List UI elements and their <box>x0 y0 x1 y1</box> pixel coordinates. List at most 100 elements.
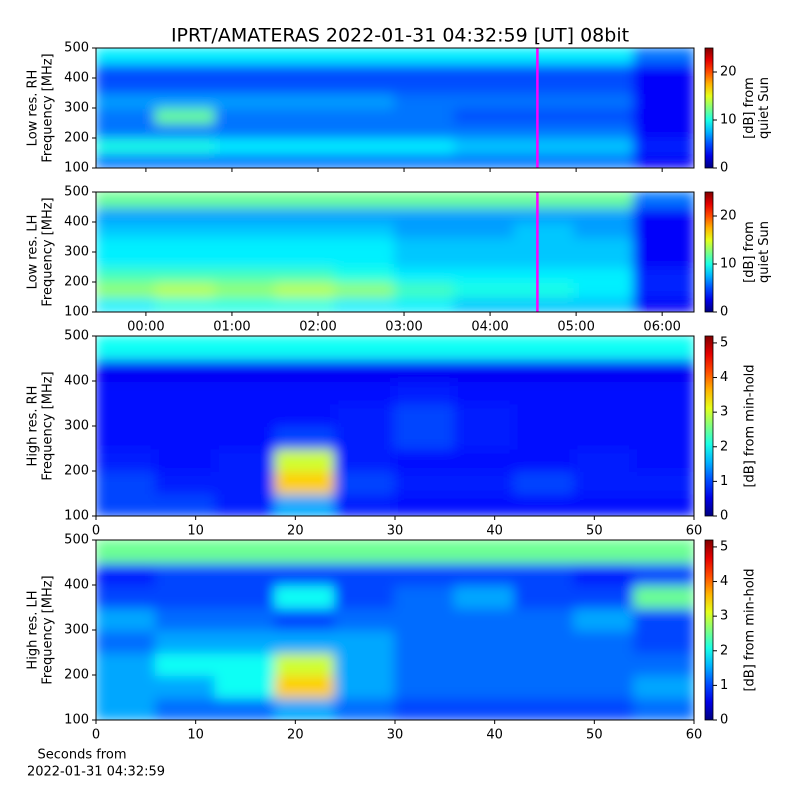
heatmap-cell <box>274 336 337 360</box>
colorbar-tick-label: 2 <box>720 643 728 658</box>
y-tick-label: 100 <box>64 509 89 524</box>
heatmap-cell <box>214 651 277 676</box>
heatmap-cell <box>513 674 576 699</box>
heatmap-cell <box>573 606 636 631</box>
heatmap-cell <box>214 137 277 154</box>
y-label: Frequency [MHz] <box>41 197 56 306</box>
heatmap-cell <box>154 296 217 312</box>
colorbar <box>704 539 714 721</box>
heatmap-cell <box>394 236 456 253</box>
heatmap-cell <box>573 192 636 208</box>
heatmap-cell <box>96 62 157 79</box>
heatmap-cell <box>274 674 337 699</box>
heatmap-cell <box>274 266 337 283</box>
heatmap-cell <box>394 336 456 360</box>
heatmap-cell <box>334 236 396 253</box>
heatmap-cell <box>394 447 456 472</box>
heatmap-cell <box>633 336 694 360</box>
colorbar-tick-label: 20 <box>720 65 737 80</box>
heatmap-cell <box>573 357 636 382</box>
heatmap-cell <box>513 62 576 79</box>
heatmap-cell <box>334 629 396 654</box>
heatmap-cell <box>513 696 576 720</box>
heatmap-cell <box>394 152 456 168</box>
heatmap-cell <box>96 77 157 94</box>
heatmap-cell <box>154 584 217 609</box>
colorbar-tick-label: 5 <box>720 539 728 554</box>
heatmap-cell <box>573 266 636 283</box>
heatmap-cell <box>154 402 217 427</box>
heatmap-cell <box>573 629 636 654</box>
heatmap-cell <box>96 606 157 631</box>
y-label: High res. RH <box>26 386 41 467</box>
heatmap-cell <box>394 266 456 283</box>
heatmap-cell <box>394 584 456 609</box>
heatmap-cell <box>274 425 337 450</box>
heatmap-cell <box>334 107 396 124</box>
heatmap-cell <box>633 152 694 168</box>
heatmap-cell <box>154 470 217 495</box>
heatmap-cell <box>96 470 157 495</box>
colorbar-label: quiet Sun <box>757 221 772 283</box>
heatmap-cell <box>453 629 516 654</box>
y-tick-label: 100 <box>64 161 89 176</box>
heatmap-cell <box>96 425 157 450</box>
heatmap-cell <box>394 606 456 631</box>
heatmap-cell <box>513 281 576 298</box>
heatmap-cell <box>274 48 337 64</box>
colorbar-tick-label: 2 <box>720 439 728 454</box>
colorbar <box>704 335 714 517</box>
heatmap-cell <box>453 152 516 168</box>
heatmap-cell <box>573 236 636 253</box>
heatmap-cell <box>214 152 277 168</box>
heatmap-cell <box>274 561 337 586</box>
heatmap-cell <box>394 281 456 298</box>
heatmap-cell <box>274 696 337 720</box>
heatmap-cell <box>154 447 217 472</box>
heatmap-cells <box>96 48 694 168</box>
heatmap-cell <box>334 470 396 495</box>
heatmap-cell <box>334 561 396 586</box>
heatmap-cell <box>274 152 337 168</box>
heatmap-cell <box>274 281 337 298</box>
heatmap-cell <box>513 266 576 283</box>
heatmap-cell <box>394 470 456 495</box>
heatmap-cell <box>214 62 277 79</box>
x-tick-label: 0 <box>92 524 100 539</box>
heatmap-cell <box>334 251 396 268</box>
heatmap-cell <box>334 674 396 699</box>
heatmap-cell <box>633 540 694 564</box>
heatmap-cell <box>334 206 396 223</box>
colorbar-tick-label: 1 <box>720 474 728 489</box>
heatmap-cell <box>274 77 337 94</box>
heatmap-cell <box>453 296 516 312</box>
heatmap-cell <box>154 206 217 223</box>
heatmap-cell <box>96 266 157 283</box>
heatmap-cell <box>274 251 337 268</box>
heatmap-cell <box>453 62 516 79</box>
heatmap-cell <box>274 62 337 79</box>
heatmap-cell <box>96 137 157 154</box>
heatmap-cell <box>453 336 516 360</box>
heatmap-cell <box>96 651 157 676</box>
heatmap-cell <box>154 266 217 283</box>
heatmap-cell <box>633 251 694 268</box>
heatmap-cell <box>214 122 277 139</box>
heatmap-cell <box>154 92 217 109</box>
heatmap-cell <box>513 492 576 516</box>
heatmap-cell <box>573 48 636 64</box>
heatmap-cell <box>274 357 337 382</box>
x-tick-label: 20 <box>287 728 304 743</box>
y-label: Frequency [MHz] <box>41 575 56 684</box>
heatmap-cell <box>394 380 456 405</box>
heatmap-cell <box>334 92 396 109</box>
heatmap-cell <box>96 561 157 586</box>
heatmap-cell <box>154 629 217 654</box>
heatmap-cell <box>453 402 516 427</box>
heatmap-cell <box>154 425 217 450</box>
heatmap-cell <box>633 281 694 298</box>
colorbar <box>704 191 714 313</box>
heatmap-cell <box>214 92 277 109</box>
heatmap-cell <box>96 251 157 268</box>
heatmap-cell <box>633 402 694 427</box>
